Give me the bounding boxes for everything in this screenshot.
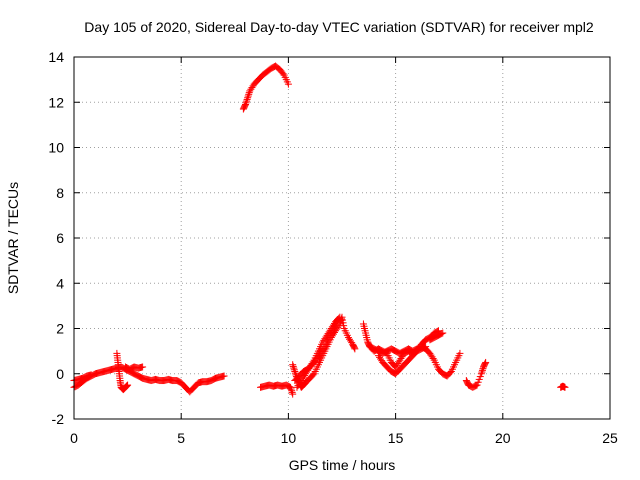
data-point — [123, 382, 131, 390]
data-point — [243, 95, 251, 103]
data-point — [289, 362, 297, 370]
y-tick-label: 6 — [56, 230, 64, 246]
y-tick-label: -2 — [52, 411, 65, 427]
data-point — [244, 92, 252, 100]
y-tick-label: 10 — [48, 140, 64, 156]
x-tick-label: 25 — [602, 430, 618, 446]
data-point — [439, 329, 447, 337]
data-point — [290, 364, 298, 372]
y-tick-label: 2 — [56, 321, 64, 337]
data-point — [478, 368, 486, 376]
data-point — [284, 80, 292, 88]
chart-title: Day 105 of 2020, Sidereal Day-to-day VTE… — [84, 19, 594, 35]
data-point — [243, 97, 251, 105]
data-point — [456, 349, 464, 357]
data-point — [481, 360, 489, 368]
y-tick-label: 12 — [48, 94, 64, 110]
y-axis-label: SDTVAR / TECUs — [5, 182, 21, 294]
data-point — [123, 382, 131, 390]
data-point — [220, 372, 228, 380]
x-tick-label: 10 — [281, 430, 297, 446]
x-axis-label: GPS time / hours — [289, 457, 396, 473]
data-points — [70, 62, 569, 398]
data-point — [477, 370, 485, 378]
data-point — [242, 99, 250, 107]
data-point — [290, 366, 298, 374]
data-point — [289, 390, 297, 398]
data-point — [291, 367, 299, 375]
data-point — [350, 344, 358, 352]
axis-ticks: 0 5 10 15 20 25 -2 0 2 4 6 8 10 12 14 — [48, 49, 618, 446]
data-point — [478, 366, 486, 374]
x-tick-label: 0 — [70, 430, 78, 446]
x-tick-label: 20 — [495, 430, 511, 446]
data-point — [245, 89, 253, 97]
data-point — [334, 315, 342, 323]
gridlines — [74, 57, 610, 419]
data-point — [288, 387, 296, 395]
data-point — [87, 371, 95, 379]
data-point — [291, 369, 299, 377]
data-point — [122, 383, 130, 391]
y-tick-label: 0 — [56, 366, 64, 382]
data-point — [245, 90, 253, 98]
y-tick-label: 4 — [56, 275, 64, 291]
data-point — [289, 361, 297, 369]
data-point — [320, 344, 328, 352]
x-tick-label: 15 — [388, 430, 404, 446]
data-point — [482, 358, 490, 366]
data-point — [139, 363, 147, 371]
data-point — [287, 385, 295, 393]
x-tick-label: 5 — [177, 430, 185, 446]
y-tick-label: 14 — [48, 49, 64, 65]
data-point — [279, 70, 287, 78]
data-point — [288, 388, 296, 396]
data-point — [561, 383, 569, 391]
data-point — [287, 383, 295, 391]
data-point — [429, 354, 437, 362]
y-tick-label: 8 — [56, 185, 64, 201]
data-point — [124, 381, 132, 389]
data-point — [244, 94, 252, 102]
data-point — [242, 101, 250, 109]
data-point — [351, 345, 359, 353]
plot-frame — [73, 56, 611, 420]
data-point — [438, 330, 446, 338]
